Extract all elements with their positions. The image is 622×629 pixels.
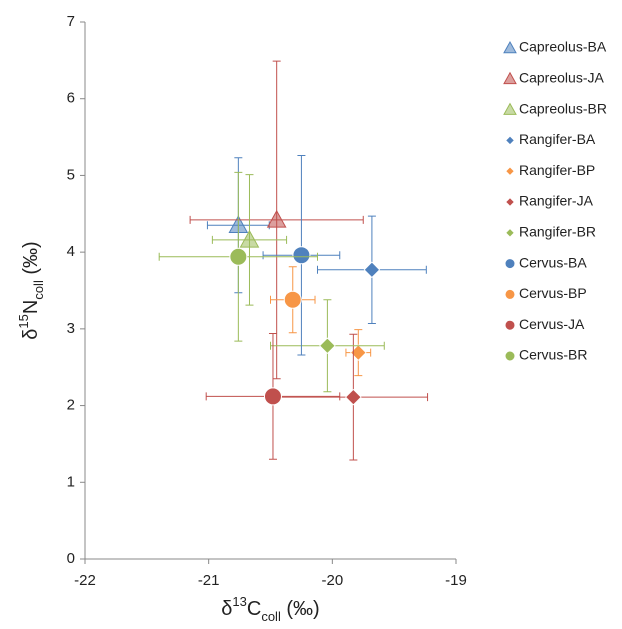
label-sub: coll [261, 609, 281, 624]
circle-marker [504, 350, 516, 362]
x-tick-label: -20 [321, 572, 343, 589]
legend-label: Cervus-BR [519, 347, 587, 363]
circle-marker [504, 288, 516, 300]
triangle-marker [239, 229, 260, 248]
error-bars [189, 60, 364, 380]
y-label: δ15Ncoll (‰) [16, 241, 46, 339]
label-prefix: δ [20, 329, 42, 340]
diamond-marker [345, 388, 362, 406]
diamond-marker [505, 166, 515, 177]
diamond-marker [505, 227, 515, 238]
triangle-marker [503, 102, 517, 115]
error-bars [345, 329, 372, 377]
diamond-marker [363, 261, 381, 279]
label-sup: 15 [16, 314, 31, 328]
y-tick-label: 6 [67, 90, 75, 107]
legend-label: Rangifer-JA [519, 193, 594, 209]
label-sub: coll [31, 280, 46, 300]
triangle-marker [266, 209, 287, 228]
y-tick-label: 1 [67, 473, 75, 490]
diamond-marker [505, 135, 515, 146]
y-tick-label: 3 [67, 320, 75, 337]
circle-marker [504, 258, 516, 270]
label-prefix: δ [221, 598, 232, 620]
diamond-marker [505, 197, 515, 207]
circle-marker [263, 387, 282, 406]
legend-label: Capreolus-JA [519, 70, 604, 86]
label-main: N [20, 300, 42, 314]
legend-label: Capreolus-BA [519, 39, 607, 55]
y-tick-label: 5 [67, 166, 75, 183]
circle-marker [292, 246, 311, 265]
legend-label: Rangifer-BR [519, 224, 596, 240]
y-tick-label: 0 [67, 550, 75, 567]
legend-label: Cervus-JA [519, 316, 585, 332]
legend-label: Rangifer-BP [519, 162, 595, 178]
diamond-marker [319, 337, 336, 354]
y-tick-label: 4 [67, 243, 75, 260]
triangle-marker [503, 40, 517, 54]
x-tick-label: -19 [445, 572, 467, 589]
label-unit: (‰) [281, 598, 320, 620]
legend-label: Capreolus-BR [519, 100, 607, 116]
legend-label: Cervus-BP [519, 285, 587, 301]
y-tick-label: 7 [67, 13, 75, 30]
circle-marker [229, 247, 248, 266]
circle-marker [283, 290, 302, 309]
label-unit: (‰) [20, 241, 42, 280]
legend-label: Rangifer-BA [519, 131, 596, 147]
x-label: δ13Ccoll (‰) [221, 594, 319, 624]
x-tick-label: -21 [198, 572, 220, 589]
triangle-marker [503, 71, 517, 85]
legend-label: Cervus-BA [519, 254, 587, 270]
x-tick-label: -22 [74, 572, 96, 589]
label-sup: 13 [232, 594, 246, 609]
circle-marker [504, 319, 516, 331]
y-tick-label: 2 [67, 397, 75, 414]
label-main: C [247, 598, 261, 620]
